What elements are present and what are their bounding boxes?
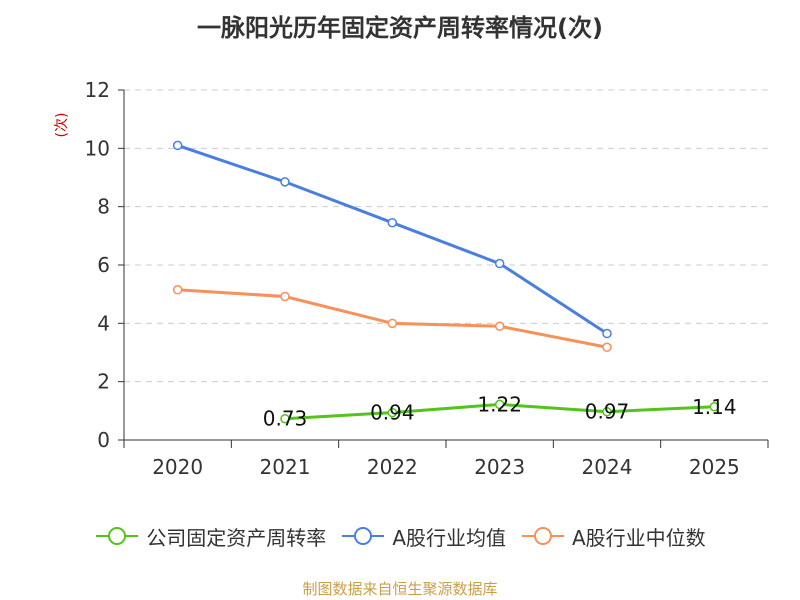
data-point[interactable] xyxy=(280,413,290,424)
legend-item-industry-mean[interactable]: A股行业均值 xyxy=(340,522,506,551)
legend-item-company[interactable]: 公司固定资产周转率 xyxy=(94,522,326,551)
grid-layer xyxy=(124,89,768,383)
data-point[interactable] xyxy=(709,402,720,412)
legend-label-company: 公司固定资产周转率 xyxy=(146,525,327,550)
data-label-layer: 0.73 0.94 1.22 0.97 1.14 xyxy=(263,392,737,430)
legend-marker-industry-median xyxy=(522,527,564,545)
data-point[interactable] xyxy=(387,407,398,418)
x-tick-label: 2021 xyxy=(260,455,311,479)
data-point[interactable] xyxy=(602,342,612,352)
series-line-2 xyxy=(177,288,608,349)
legend-label-industry-mean: A股行业均值 xyxy=(392,525,506,550)
y-tick-label: 12 xyxy=(85,78,110,102)
y-tick-label: 6 xyxy=(97,253,110,277)
x-tick-label: 2022 xyxy=(367,455,418,479)
legend-marker-industry-mean xyxy=(342,527,385,545)
series-layer xyxy=(172,140,720,424)
x-tick-label: 2020 xyxy=(152,455,203,479)
data-point[interactable] xyxy=(387,217,398,228)
series-line-1 xyxy=(177,143,608,335)
data-point[interactable] xyxy=(494,399,505,410)
legend: 公司固定资产周转率 A股行业均值 A股行业中位数 xyxy=(0,520,800,552)
data-point[interactable] xyxy=(494,258,505,269)
data-point[interactable] xyxy=(172,285,183,295)
data-point[interactable] xyxy=(602,328,612,339)
x-tick-label: 2024 xyxy=(582,455,633,479)
data-point[interactable] xyxy=(280,177,290,187)
chart-title: 一脉阳光历年固定资产周转率情况(次) xyxy=(197,14,603,42)
data-label: 0.97 xyxy=(585,400,630,424)
data-label: 1.22 xyxy=(477,392,522,416)
legend-item-industry-median[interactable]: A股行业中位数 xyxy=(520,522,706,551)
legend-label-industry-median: A股行业中位数 xyxy=(572,525,706,550)
data-point[interactable] xyxy=(280,291,290,302)
data-label: 0.73 xyxy=(263,407,308,431)
data-point[interactable] xyxy=(172,140,183,151)
y-tick-label: 0 xyxy=(97,428,110,452)
y-tick-label: 10 xyxy=(85,136,110,160)
data-label: 0.94 xyxy=(370,401,415,425)
data-point[interactable] xyxy=(494,321,505,331)
source-note: 制图数据来自恒生聚源数据库 xyxy=(302,580,498,598)
y-tick-label: 4 xyxy=(97,311,110,335)
legend-marker-company xyxy=(96,527,139,545)
y-tick-label: 2 xyxy=(97,370,110,394)
x-tick-label: 2025 xyxy=(689,455,740,479)
data-label: 1.14 xyxy=(692,395,737,419)
y-tick-label: 8 xyxy=(97,195,110,219)
data-point[interactable] xyxy=(602,406,612,417)
axis-layer: 0 2 4 6 8 10 12 2020 2021 2022 2023 2024 2025 xyxy=(85,78,769,479)
x-tick-label: 2023 xyxy=(474,455,525,479)
data-point[interactable] xyxy=(387,318,398,329)
y-axis-label: (次) xyxy=(54,113,70,138)
